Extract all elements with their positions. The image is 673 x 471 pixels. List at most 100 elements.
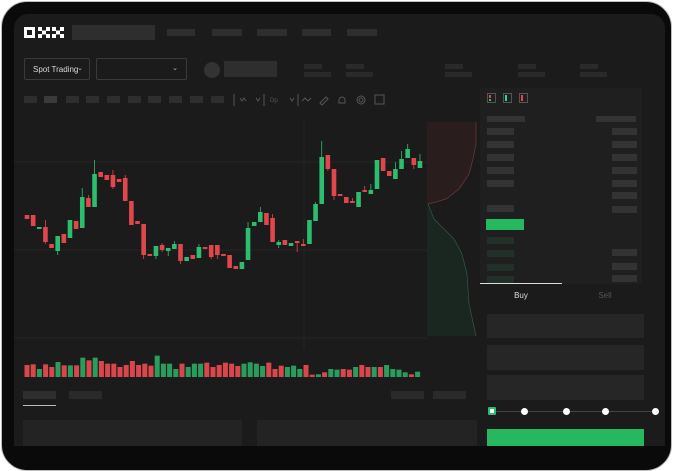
interval-button[interactable] [169,96,182,103]
candle[interactable] [98,172,103,177]
candle[interactable] [343,197,349,203]
candle[interactable] [380,158,386,171]
candle[interactable] [79,197,85,228]
price-input[interactable] [487,314,644,338]
candle[interactable] [92,174,97,207]
leverage-slider[interactable] [488,407,659,415]
candle[interactable] [43,227,48,242]
candle[interactable] [86,198,91,207]
candle[interactable] [208,245,214,257]
candle[interactable] [196,247,202,258]
candle[interactable] [153,246,159,256]
candle[interactable] [282,240,288,245]
candle[interactable] [325,155,331,169]
candle[interactable] [215,245,220,255]
candle[interactable] [350,201,355,203]
candle[interactable] [270,218,275,242]
slider-handle[interactable] [488,407,496,415]
candle[interactable] [288,243,294,246]
candle[interactable] [49,244,54,248]
candle[interactable] [411,158,417,165]
candle[interactable] [221,254,226,256]
candle[interactable] [393,169,398,179]
candle[interactable] [319,157,325,204]
candle[interactable] [104,175,110,180]
candle[interactable] [264,213,269,225]
candle[interactable] [178,244,183,261]
candle[interactable] [122,178,128,201]
candle[interactable] [239,262,245,269]
candle[interactable] [337,194,343,196]
tab-order-history[interactable] [69,391,102,399]
candle[interactable] [30,215,36,226]
candle[interactable] [399,159,404,169]
candle[interactable] [294,241,300,243]
candle[interactable] [356,192,361,207]
tab-buy[interactable]: Buy [514,291,528,300]
pair-select[interactable]: ⌄ [96,58,187,80]
slider-mark[interactable] [563,408,570,415]
interval-button[interactable] [24,96,37,103]
candle[interactable] [386,171,392,176]
candle[interactable] [202,247,208,249]
candle[interactable] [141,224,146,255]
candle[interactable] [184,257,189,261]
interval-button[interactable] [148,96,161,103]
nav-item[interactable] [347,29,377,36]
slider-mark[interactable] [521,408,528,415]
total-input[interactable] [487,375,644,400]
candle[interactable] [172,244,177,249]
nav-item[interactable] [167,29,195,36]
candle[interactable] [110,175,116,187]
nav-item[interactable] [257,29,287,36]
nav-item[interactable] [212,29,242,36]
candle[interactable] [307,220,312,244]
candle[interactable] [135,221,140,224]
candle[interactable] [190,255,196,259]
candle[interactable] [258,212,263,222]
orderbook-view-toggles[interactable] [487,93,533,104]
candle[interactable] [55,236,60,251]
candle[interactable] [301,244,306,246]
candle[interactable] [116,179,122,182]
candle[interactable] [362,190,367,192]
filter-button[interactable] [391,391,424,399]
slider-mark[interactable] [652,408,659,415]
candle[interactable] [251,222,257,226]
interval-button[interactable] [128,96,141,103]
tab-sell[interactable]: Sell [598,291,612,300]
candle[interactable] [405,149,410,158]
amount-input[interactable] [487,345,644,370]
candlestick-chart[interactable] [14,104,484,404]
market-type-select[interactable]: Spot Trading ⌄ [24,58,90,80]
candle[interactable] [165,248,171,251]
candle[interactable] [368,190,374,194]
interval-button[interactable] [44,96,57,103]
candle[interactable] [36,227,42,229]
candle[interactable] [374,160,380,189]
candle[interactable] [159,245,165,250]
candle[interactable] [227,255,232,268]
buy-button[interactable] [487,429,644,446]
filter-button[interactable] [433,391,466,399]
candle[interactable] [245,228,251,260]
interval-button[interactable] [86,96,99,103]
candle[interactable] [24,215,30,219]
candle[interactable] [331,169,337,196]
interval-button[interactable] [107,96,120,103]
interval-button[interactable] [190,96,203,103]
candle[interactable] [276,242,282,245]
candle[interactable] [417,161,423,168]
nav-item[interactable] [302,29,331,36]
candle[interactable] [147,254,153,256]
okx-logo[interactable] [24,27,64,39]
tab-open-orders[interactable] [23,391,56,399]
candle[interactable] [233,266,239,269]
search-bar[interactable] [72,25,155,40]
interval-button[interactable] [66,96,79,103]
slider-mark[interactable] [602,408,609,415]
candle[interactable] [61,234,67,243]
candle[interactable] [67,220,73,238]
candle[interactable] [313,204,318,221]
candle[interactable] [73,221,79,229]
